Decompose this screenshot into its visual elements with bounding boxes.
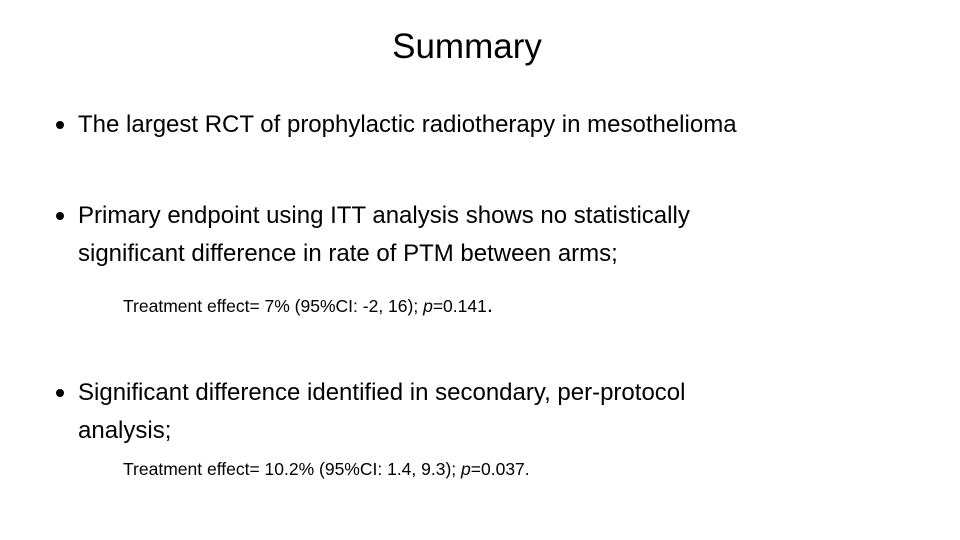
detail-text: Treatment effect= 10.2% (95%CI: 1.4, 9.3… bbox=[123, 459, 462, 479]
detail-italic: p bbox=[423, 296, 433, 316]
bullet-dot bbox=[56, 389, 64, 397]
bullet-text: analysis; bbox=[78, 417, 172, 444]
detail-line: Treatment effect= 10.2% (95%CI: 1.4, 9.3… bbox=[123, 459, 530, 479]
bullet-text: The largest RCT of prophylactic radiothe… bbox=[78, 111, 737, 138]
bullet-dot bbox=[56, 212, 64, 220]
slide-title: Summary bbox=[392, 27, 542, 66]
detail-text: . bbox=[486, 292, 493, 317]
bullet-dot bbox=[56, 121, 64, 129]
detail-line: Treatment effect= 7% (95%CI: -2, 16); p=… bbox=[123, 294, 493, 316]
bullet-text: Significant difference identified in sec… bbox=[78, 379, 686, 406]
bullet-text: significant difference in rate of PTM be… bbox=[78, 240, 618, 267]
detail-text: =0.141 bbox=[432, 296, 487, 316]
detail-text: =0.037. bbox=[470, 459, 530, 479]
detail-text: Treatment effect= 7% (95%CI: -2, 16); bbox=[123, 296, 424, 316]
bullet-text: Primary endpoint using ITT analysis show… bbox=[78, 202, 690, 229]
detail-italic: p bbox=[461, 459, 471, 479]
